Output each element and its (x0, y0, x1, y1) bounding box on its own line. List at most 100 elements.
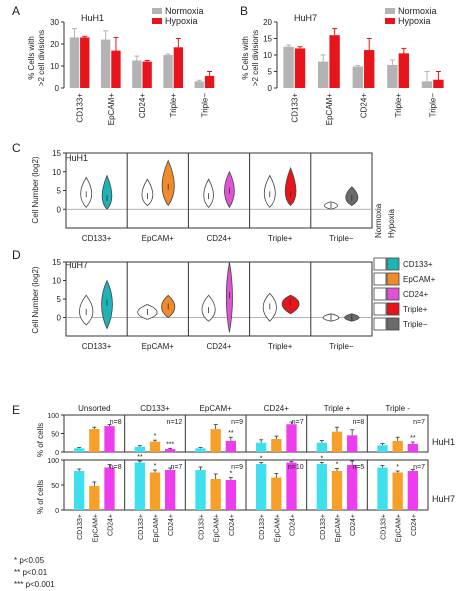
bar (407, 443, 418, 452)
group-header: EpCAM+ (200, 404, 233, 413)
bar (165, 470, 176, 510)
legend-hypoxia-box (386, 302, 400, 316)
panel-a: A HuH1 % Cells with >2 cell divisions 0 1… (12, 4, 215, 125)
legend-label: CD24+ (403, 290, 428, 299)
panel-b-plot: 0 5 10 15 20 CD133+ EpCAM+ CD24+ Triple+ Triple− (263, 18, 444, 125)
bar-normoxia (69, 37, 80, 88)
y-tick-label: 10 (263, 51, 272, 60)
panel-e-letter: E (12, 403, 20, 417)
panel-d-plot: 0 5 10 15 CD133+ EpCAM+ CD24+ Triple+ Triple− (52, 258, 373, 351)
bar (256, 464, 267, 510)
bar (377, 467, 388, 510)
x-tick-label: Triple− (329, 234, 354, 243)
bar-normoxia (283, 46, 294, 88)
legend-normoxia-box (373, 272, 387, 286)
panel-c-ylabel: Cell Number (log2) (31, 156, 40, 223)
bar-hypoxia (364, 50, 375, 88)
y-tick-label: 0 (55, 84, 60, 93)
legend-cd-header-hypoxia: Hypoxia (387, 209, 396, 238)
significance-label: ** (410, 435, 416, 442)
bar (392, 472, 403, 510)
x-tick-label: CD133+ (138, 514, 145, 540)
y-tick-label: 10 (52, 277, 61, 286)
x-tick-label: CD24+ (411, 514, 418, 536)
bar (195, 470, 206, 510)
y-tick-label: 0 (268, 84, 273, 93)
panel-e-ylabel-bottom: % of cells (36, 480, 45, 514)
bar-normoxia (163, 55, 173, 88)
legend-normoxia-box (373, 257, 387, 271)
panel-d-ylabel: Cell Number (log2) (31, 266, 40, 333)
y-tick-label: 100 (47, 458, 59, 465)
panel-d-title: HuH7 (65, 260, 88, 270)
y-tick-label: 20 (263, 18, 272, 27)
x-tick-label: CD133+ (320, 514, 327, 540)
bar (104, 467, 115, 510)
bar (392, 440, 403, 452)
x-tick-label: CD133+ (199, 514, 206, 540)
y-tick-label: 50 (51, 483, 59, 490)
bar (225, 440, 236, 452)
legend-b-normoxia: Normoxia (398, 6, 437, 16)
legend-a-hypoxia: Hypoxia (165, 16, 198, 26)
y-tick-label: 0 (57, 314, 62, 323)
x-tick-label: CD133+ (259, 514, 266, 540)
group-header: Triple - (385, 404, 410, 413)
y-tick-label: 0 (55, 508, 59, 515)
x-tick-label: CD133+ (290, 93, 299, 123)
bar-hypoxia (433, 79, 444, 88)
bar-normoxia (100, 39, 111, 88)
significance-label: *** (166, 441, 174, 448)
n-label: n=12 (167, 419, 183, 426)
panel-d: D HuH7 Cell Number (log2) 0 5 10 15 CD133+ Ep… (12, 248, 373, 351)
plot-frame (65, 152, 373, 229)
legend-hypoxia-box (386, 317, 400, 331)
significance-label: ** (137, 454, 143, 461)
legend-label: EpCAM+ (403, 275, 436, 284)
bar-hypoxia (111, 50, 121, 88)
bar-normoxia (194, 81, 204, 88)
bar (165, 449, 176, 452)
y-tick-label: 15 (263, 35, 272, 44)
panel-a-plot: 0 10 20 30 CD133+ EpCAM+ CD24+ Triple+ Triple− (50, 18, 215, 125)
bar (74, 471, 85, 510)
panel-e-row-label-huh7: HuH7 (432, 494, 455, 504)
n-label: n=8 (110, 464, 122, 471)
x-tick-label: CD24+ (138, 93, 147, 118)
n-label: n=9 (231, 464, 243, 471)
legend-label: Triple− (403, 320, 428, 329)
x-tick-label: Triple− (429, 93, 438, 118)
violin-hypoxia (284, 166, 297, 207)
legend-a-hypoxia-swatch (152, 18, 162, 24)
bar (256, 442, 267, 452)
y-tick-label: 50 (51, 432, 59, 439)
y-tick-label: 15 (52, 149, 61, 158)
bar (347, 435, 358, 452)
bar (89, 429, 100, 452)
panel-a-title: HuH1 (81, 13, 104, 23)
panel-e-row-label-huh1: HuH1 (432, 437, 455, 447)
bar-normoxia (421, 81, 433, 88)
bar (316, 464, 327, 510)
legend-cd-header-normoxia: Normoxia (374, 203, 383, 238)
y-tick-label: 10 (52, 168, 61, 177)
bar (407, 471, 418, 510)
group-header: CD24+ (264, 404, 289, 413)
panel-a-ylabel-2: >2 cell divisions (37, 30, 46, 86)
panel-e: E % of cells % of cells HuH1 HuH7 Unsort… (12, 403, 455, 542)
bar (195, 448, 206, 452)
bar (134, 446, 145, 452)
panel-d-letter: D (12, 248, 21, 262)
bar (331, 431, 343, 452)
legend-label: Triple+ (403, 305, 428, 314)
y-tick-label: 5 (57, 295, 62, 304)
y-tick-label: 0 (57, 205, 62, 214)
significance-label: * (154, 463, 157, 470)
legend-normoxia-box (373, 287, 387, 301)
bar (74, 448, 85, 452)
bar (286, 424, 297, 452)
x-tick-label: EpCAM+ (335, 514, 342, 542)
legend-normoxia-box (373, 317, 387, 331)
legend-hypoxia-box (386, 272, 400, 286)
bar (331, 471, 343, 510)
